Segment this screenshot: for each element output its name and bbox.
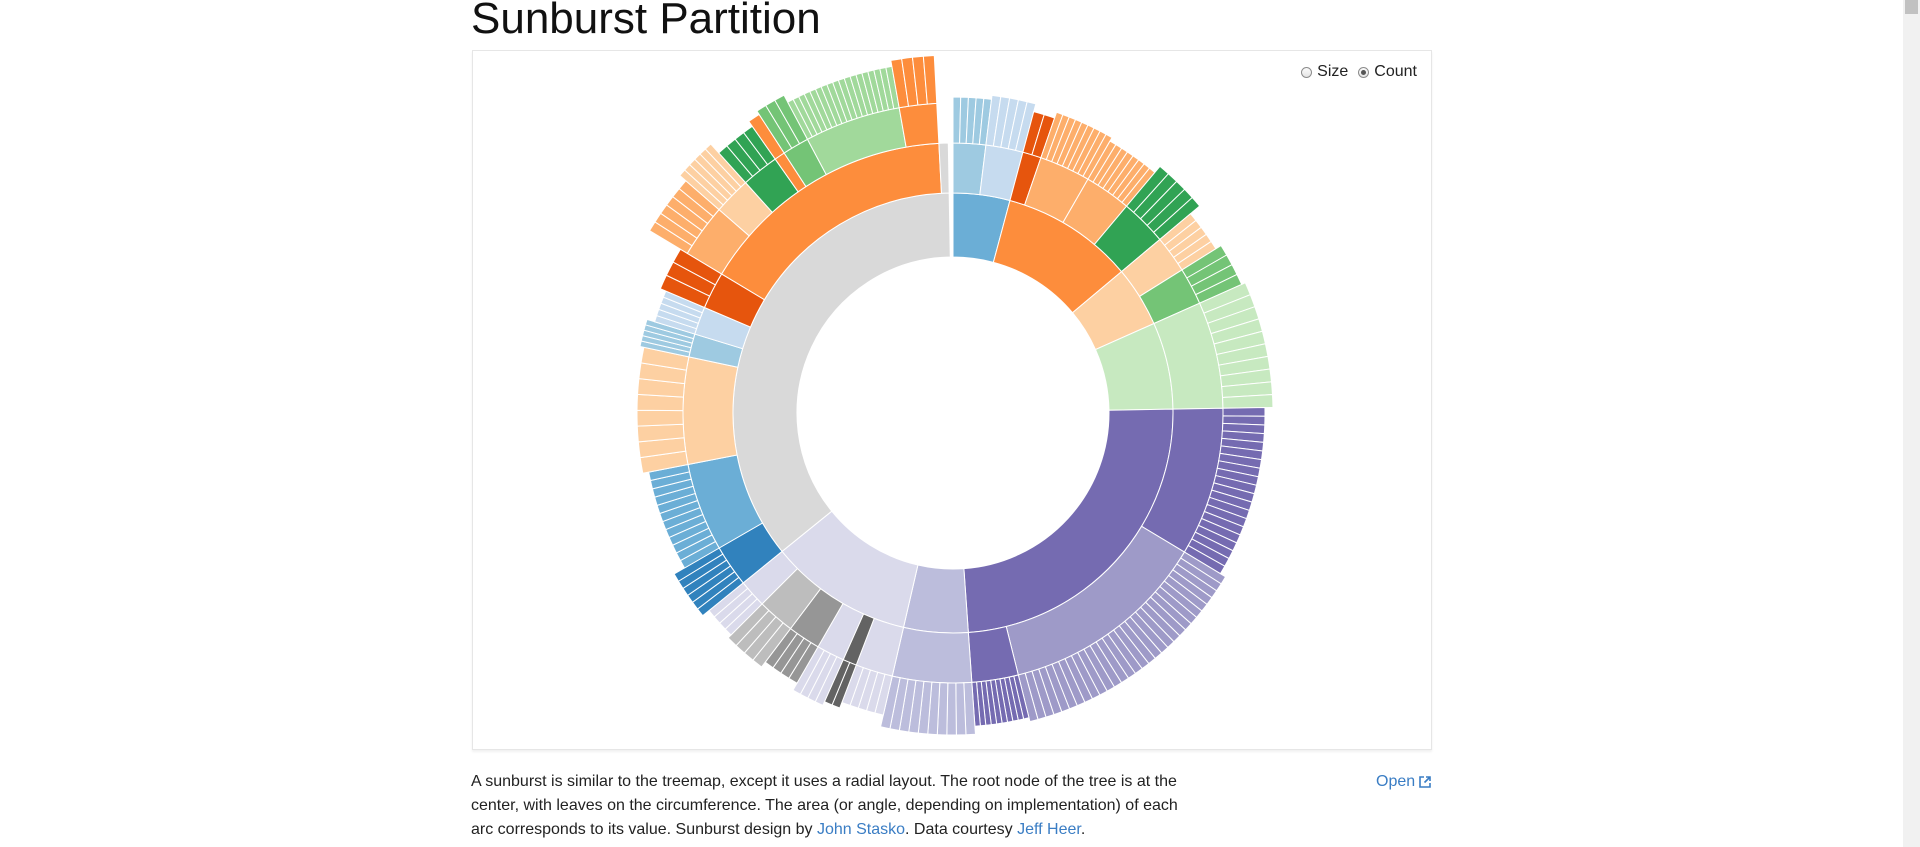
chart-panel: Size Count — [472, 50, 1432, 750]
sunburst-leaf-arc[interactable] — [1222, 394, 1274, 409]
sunburst-leaf-arc[interactable] — [922, 54, 938, 105]
jeff-heer-link[interactable]: Jeff Heer — [1017, 821, 1081, 838]
size-radio-option[interactable]: Size — [1301, 63, 1348, 81]
sunburst-child-arc[interactable] — [891, 626, 973, 684]
count-radio-label: Count — [1374, 63, 1417, 80]
sunburst-leaf-arc[interactable] — [1222, 407, 1266, 417]
sunburst-chart — [636, 54, 1274, 736]
sunburst-leaf-arc[interactable] — [946, 682, 957, 736]
scrollbar-thumb[interactable] — [1905, 0, 1918, 14]
sunburst-child-arc[interactable] — [938, 142, 950, 194]
caption-text-3: . — [1080, 821, 1086, 838]
vertical-scrollbar[interactable] — [1903, 0, 1920, 847]
sunburst-child-arc[interactable] — [682, 356, 739, 466]
external-link-icon — [1419, 776, 1431, 788]
caption-text-1: A sunburst is similar to the treemap, ex… — [471, 773, 1178, 838]
chart-description: A sunburst is similar to the treemap, ex… — [471, 770, 1191, 842]
sunburst-leaf-arc[interactable] — [955, 682, 967, 736]
sunburst-subchild-arc[interactable] — [898, 102, 940, 148]
size-radio-icon[interactable] — [1301, 66, 1313, 78]
count-radio-icon[interactable] — [1358, 66, 1370, 78]
caption-text-2: . Data courtesy — [905, 821, 1018, 838]
count-radio-option[interactable]: Count — [1358, 63, 1417, 81]
open-label: Open — [1376, 773, 1416, 790]
page-title: Sunburst Partition — [471, 0, 821, 43]
sunburst-leaf-arc[interactable] — [636, 409, 684, 427]
john-stasko-link[interactable]: John Stasko — [816, 821, 906, 838]
open-link[interactable]: Open — [1376, 770, 1431, 794]
size-radio-label: Size — [1317, 63, 1349, 80]
mode-controls: Size Count — [1295, 63, 1417, 81]
